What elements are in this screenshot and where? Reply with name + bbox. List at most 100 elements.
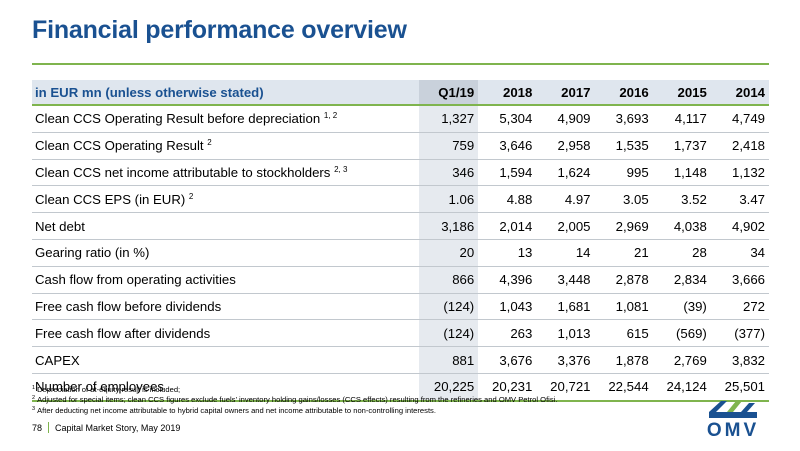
omv-logo-mark-icon [709,401,757,418]
footnote: 1 Depreciation of at-equity result is inc… [32,385,682,395]
table-cell: 3.52 [652,185,711,214]
table-cell: 20,721 [536,373,595,402]
footer-divider [48,422,50,433]
table-cell: 995 [594,159,653,187]
row-label-text: Clean CCS EPS (in EUR) [35,191,186,207]
table-cell: 3,376 [536,346,595,374]
table-cell: 3.05 [594,185,653,214]
row-label-text: Clean CCS Operating Result before deprec… [35,111,321,127]
table-row: Gearing ratio (in %) 20 13 14 21 28 34 [32,239,769,267]
footnote: 3 After deducting net income attributable… [32,406,682,416]
table-cell: 1,132 [710,159,769,187]
table-row: Net debt 3,186 2,014 2,005 2,969 4,038 4,902 [32,212,769,240]
row-label: Gearing ratio (in %) [32,239,420,267]
row-label-text: Free cash flow after dividends [35,325,211,341]
table-cell: 2,958 [536,132,595,160]
table-body: Clean CCS Operating Result before deprec… [32,105,769,402]
table-cell: 346 [419,159,479,187]
row-label: Clean CCS Operating Result before deprec… [32,105,420,133]
table-cell: 1,594 [478,159,537,187]
table-cell: 22,544 [594,373,653,402]
table-cell: 1,013 [536,319,595,348]
table-cell: 20,231 [478,373,537,402]
table-row: Free cash flow after dividends (124) 263 1,… [32,319,769,348]
table-cell: 1,148 [652,159,711,187]
table-cell: 1,737 [652,132,711,160]
unit-label: in EUR mn (unless otherwise stated) [32,80,420,106]
footnote-mark: 1 [32,385,36,391]
row-label: Cash flow from operating activities [32,266,420,294]
column-header: 2018 [478,80,537,106]
row-label-text: Number of employees [35,379,165,395]
table-cell: 21 [594,239,653,267]
table-cell: 4,749 [710,105,769,133]
table-cell: 20 [419,239,479,267]
table-cell: 25,501 [710,373,769,402]
footnote-ref: 2 [188,191,194,201]
table-cell: 1,327 [419,105,479,133]
table-cell: 272 [710,293,769,321]
row-label: Clean CCS EPS (in EUR) 2 [32,185,420,214]
row-label: Free cash flow after dividends [32,319,420,348]
table-cell: 3,646 [478,132,537,160]
footer-text: Capital Market Story, May 2019 [55,422,181,433]
table-cell: 3,693 [594,105,653,133]
table-header-row: in EUR mn (unless otherwise stated) Q1/1… [32,80,769,106]
row-label-text: Free cash flow before dividends [35,298,222,314]
omv-logo-text: OMV [706,420,760,441]
table-cell: 14 [536,239,595,267]
table-cell: 34 [710,239,769,267]
row-label: Clean CCS net income attributable to sto… [32,159,420,187]
table-cell: 2,969 [594,212,653,240]
row-label-text: Gearing ratio (in %) [35,245,150,261]
table-row: Clean CCS EPS (in EUR) 2 1.06 4.88 4.97 3.05… [32,185,769,214]
footnote: 2 Adjusted for special items; clean CCS f… [32,395,682,405]
table-cell: (124) [419,293,479,321]
table-cell: 28 [652,239,711,267]
footnote-mark: 2 [32,395,36,402]
table-row: Number of employees 20,225 20,231 20,721 22,… [32,373,769,402]
table-cell: 1,043 [478,293,537,321]
table-cell: 5,304 [478,105,537,133]
omv-logo: OMV [697,398,769,442]
table-cell: 2,005 [536,212,595,240]
table-cell: 4,117 [652,105,711,133]
table-cell: 3,186 [419,212,479,240]
table-cell: 4.88 [478,185,537,214]
table-cell: 866 [419,266,479,294]
footnote-text: Depreciation of at-equity result is incl… [37,385,181,394]
table-cell: 24,124 [652,373,711,402]
row-label: CAPEX [32,346,420,374]
row-label-text: Clean CCS net income attributable to sto… [35,164,331,180]
footnote-text: Adjusted for special items; clean CCS fi… [37,395,558,405]
table-cell: 4,902 [710,212,769,240]
row-label: Free cash flow before dividends [32,293,420,321]
table-row: Cash flow from operating activities 866 4,… [32,266,769,294]
row-label-text: Net debt [35,218,85,234]
table-cell: 3,676 [478,346,537,374]
financial-table: in EUR mn (unless otherwise stated) Q1/1… [32,80,769,402]
column-header: 2016 [594,80,653,106]
table-cell: 4.97 [536,185,595,214]
table-cell: 1,878 [594,346,653,374]
table-cell: 4,038 [652,212,711,240]
footnote-ref: 1, 2 [323,111,338,121]
table-cell: 4,396 [478,266,537,294]
table-cell: 4,909 [536,105,595,133]
column-header: 2014 [710,80,769,106]
table-cell: 2,834 [652,266,711,294]
table-cell: 759 [419,132,479,160]
table-row: Clean CCS net income attributable to sto… [32,159,769,187]
table-cell: 2,014 [478,212,537,240]
table-cell: 2,418 [710,132,769,160]
row-label-text: Clean CCS Operating Result [35,138,204,154]
footnote-ref: 2, 3 [334,164,348,174]
table-cell: 20,225 [419,373,479,402]
table-cell: 3,666 [710,266,769,294]
footnote-text: After deducting net income attributable … [37,405,436,415]
footnote-ref: 2 [207,138,212,148]
table-cell: 3.47 [710,185,769,214]
column-header: 2017 [536,80,595,106]
table-cell: 2,769 [652,346,711,374]
table-cell: 615 [594,319,653,348]
